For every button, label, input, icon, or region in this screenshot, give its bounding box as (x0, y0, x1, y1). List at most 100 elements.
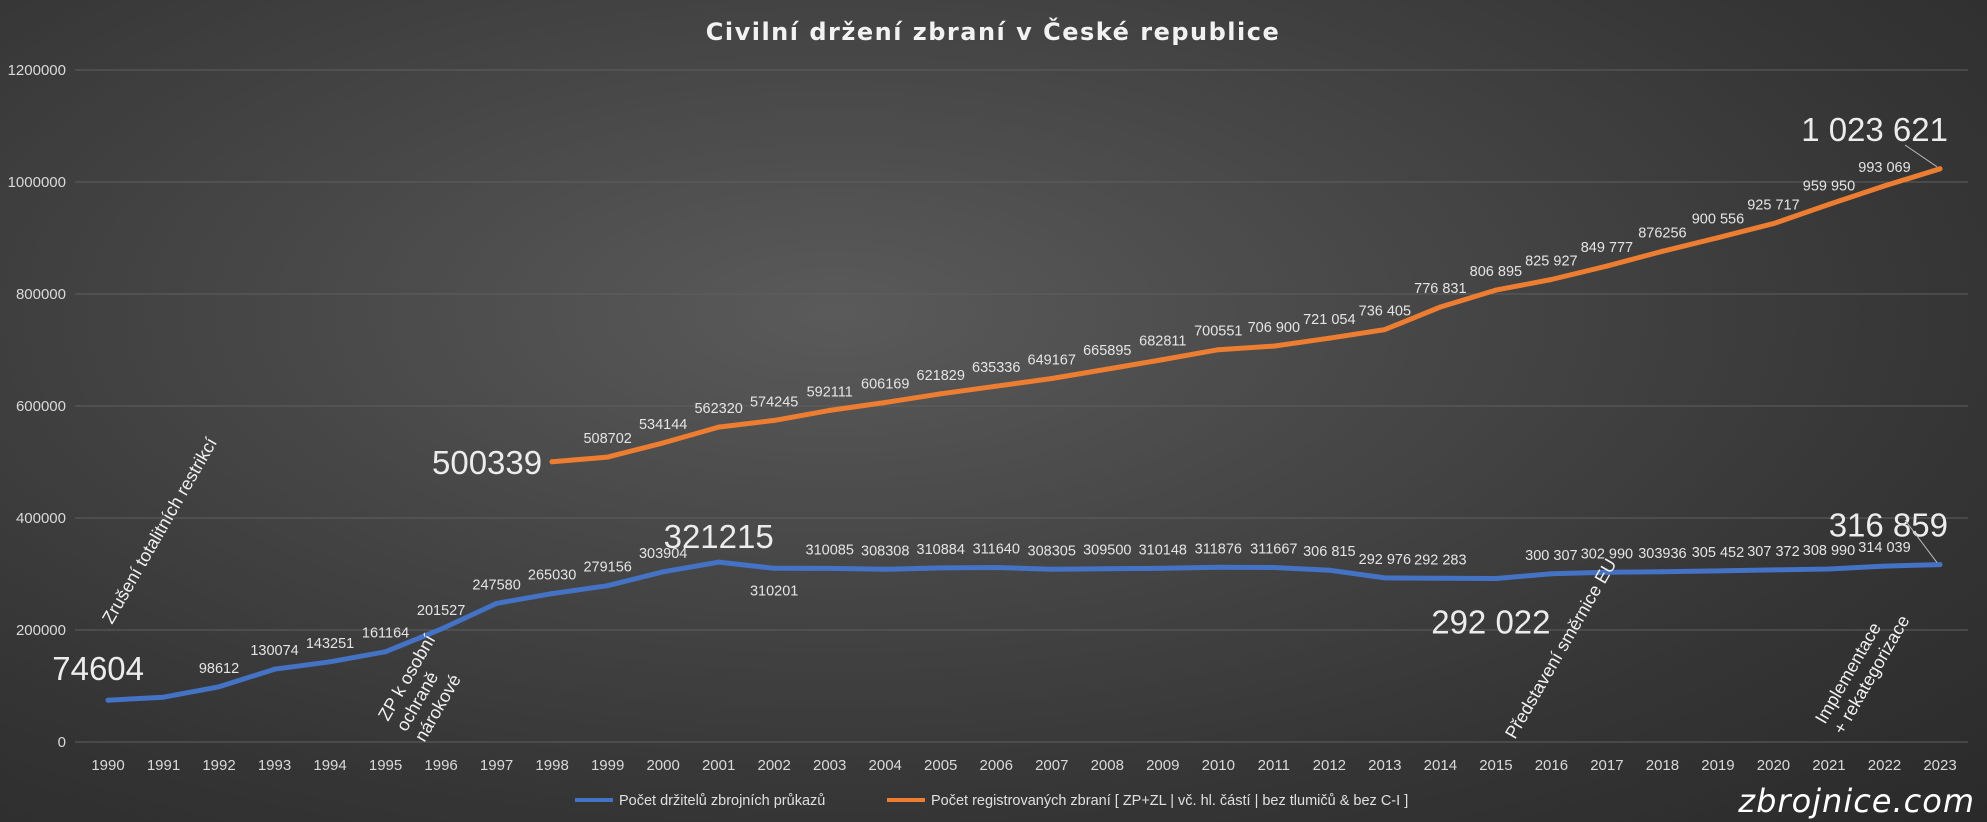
x-tick-label: 2005 (924, 757, 957, 774)
data-point (549, 459, 555, 465)
y-tick-label: 1000000 (8, 174, 66, 191)
data-label: 721 054 (1303, 312, 1355, 328)
legend-label: Počet držitelů zbrojních průkazů (619, 793, 825, 809)
x-tick-label: 1999 (591, 757, 624, 774)
data-point (716, 559, 722, 565)
data-label: 308305 (1028, 543, 1076, 559)
data-point (882, 566, 888, 572)
data-label: 592111 (807, 384, 853, 400)
data-point (771, 417, 777, 423)
data-label: 98612 (199, 661, 239, 677)
data-label: 562320 (694, 401, 742, 417)
leader-line (1904, 519, 1938, 563)
data-point (1104, 566, 1110, 572)
data-label: 143251 (306, 636, 354, 652)
x-tick-label: 2012 (1313, 757, 1346, 774)
data-point (605, 583, 611, 589)
x-tick-label: 2003 (813, 757, 846, 774)
data-label: 959 950 (1803, 178, 1855, 194)
data-label: 308 990 (1803, 543, 1855, 559)
data-point (161, 694, 167, 700)
series-line-weapons (549, 166, 1943, 465)
x-tick-label: 2010 (1202, 757, 1235, 774)
data-point (827, 407, 833, 413)
data-label: 292 976 (1359, 552, 1411, 568)
data-point (1937, 562, 1943, 568)
x-tick-label: 1994 (313, 757, 346, 774)
data-label: 302 990 (1581, 546, 1633, 562)
data-label: 300 307 (1525, 548, 1577, 564)
x-tick-label: 1997 (480, 757, 513, 774)
series-lines (105, 166, 1943, 703)
data-point (827, 565, 833, 571)
x-tick-label: 2013 (1368, 757, 1401, 774)
data-point (1715, 235, 1721, 241)
data-point (1937, 166, 1943, 172)
y-tick-label: 600000 (16, 398, 66, 415)
x-tick-label: 2023 (1923, 757, 1956, 774)
data-point (993, 564, 999, 570)
data-point (327, 659, 333, 665)
data-label: 316 859 (1829, 507, 1948, 544)
y-tick-label: 400000 (16, 510, 66, 527)
data-label: 534144 (639, 417, 687, 433)
data-point (216, 684, 222, 690)
x-tick-label: 1990 (91, 757, 124, 774)
data-label: 649167 (1028, 352, 1076, 368)
data-label: 736 405 (1359, 304, 1411, 320)
x-tick-label: 2018 (1646, 757, 1679, 774)
data-label: 314 039 (1858, 540, 1910, 556)
brand-watermark: zbrojnice.com (1737, 782, 1975, 820)
data-point (1326, 567, 1332, 573)
x-tick-label: 2020 (1757, 757, 1790, 774)
data-point (1659, 248, 1665, 254)
data-label: 500339 (432, 444, 542, 481)
data-label: 308308 (861, 543, 909, 559)
data-label: 310884 (917, 542, 965, 558)
x-tick-label: 2019 (1701, 757, 1734, 774)
data-point (771, 565, 777, 571)
x-tick-label: 2007 (1035, 757, 1068, 774)
data-point (494, 600, 500, 606)
data-label: 925 717 (1747, 198, 1799, 214)
data-label: 700551 (1194, 324, 1242, 340)
data-point (1382, 327, 1388, 333)
data-point (1271, 343, 1277, 349)
data-point (272, 666, 278, 672)
y-tick-label: 0 (58, 734, 66, 751)
data-point (1881, 183, 1887, 189)
x-tick-label: 1996 (424, 757, 457, 774)
data-point (1049, 566, 1055, 572)
data-point (1160, 357, 1166, 363)
data-label: 993 069 (1858, 160, 1910, 176)
x-tick-label: 2004 (869, 757, 902, 774)
x-tick-label: 2001 (702, 757, 735, 774)
series-line-holders (105, 559, 1943, 703)
y-axis: 0 200000 400000 600000 800000 1000000 1200000 (8, 62, 66, 751)
gridlines (75, 69, 1968, 743)
data-point (660, 440, 666, 446)
data-label: 303936 (1638, 546, 1686, 562)
y-tick-label: 200000 (16, 622, 66, 639)
annotation-text: Zrušení totalitních restrikcí (98, 434, 221, 627)
data-point (1770, 221, 1776, 227)
x-tick-label: 2008 (1091, 757, 1124, 774)
y-tick-label: 1200000 (8, 62, 66, 79)
data-label: 130074 (250, 643, 298, 659)
data-point (1548, 276, 1554, 282)
data-label: 806 895 (1470, 264, 1522, 280)
data-point (938, 565, 944, 571)
data-point (549, 591, 555, 597)
data-label: 621829 (917, 368, 965, 384)
data-point (1604, 569, 1610, 575)
data-label: 606169 (861, 377, 909, 393)
data-point (1826, 566, 1832, 572)
data-labels: 74604 98612 130074 143251 161164 201527 247580… (52, 111, 1948, 687)
data-point (383, 649, 389, 655)
data-point (716, 424, 722, 430)
data-label: 161164 (362, 626, 409, 642)
data-point (1826, 201, 1832, 207)
data-point (1326, 335, 1332, 341)
